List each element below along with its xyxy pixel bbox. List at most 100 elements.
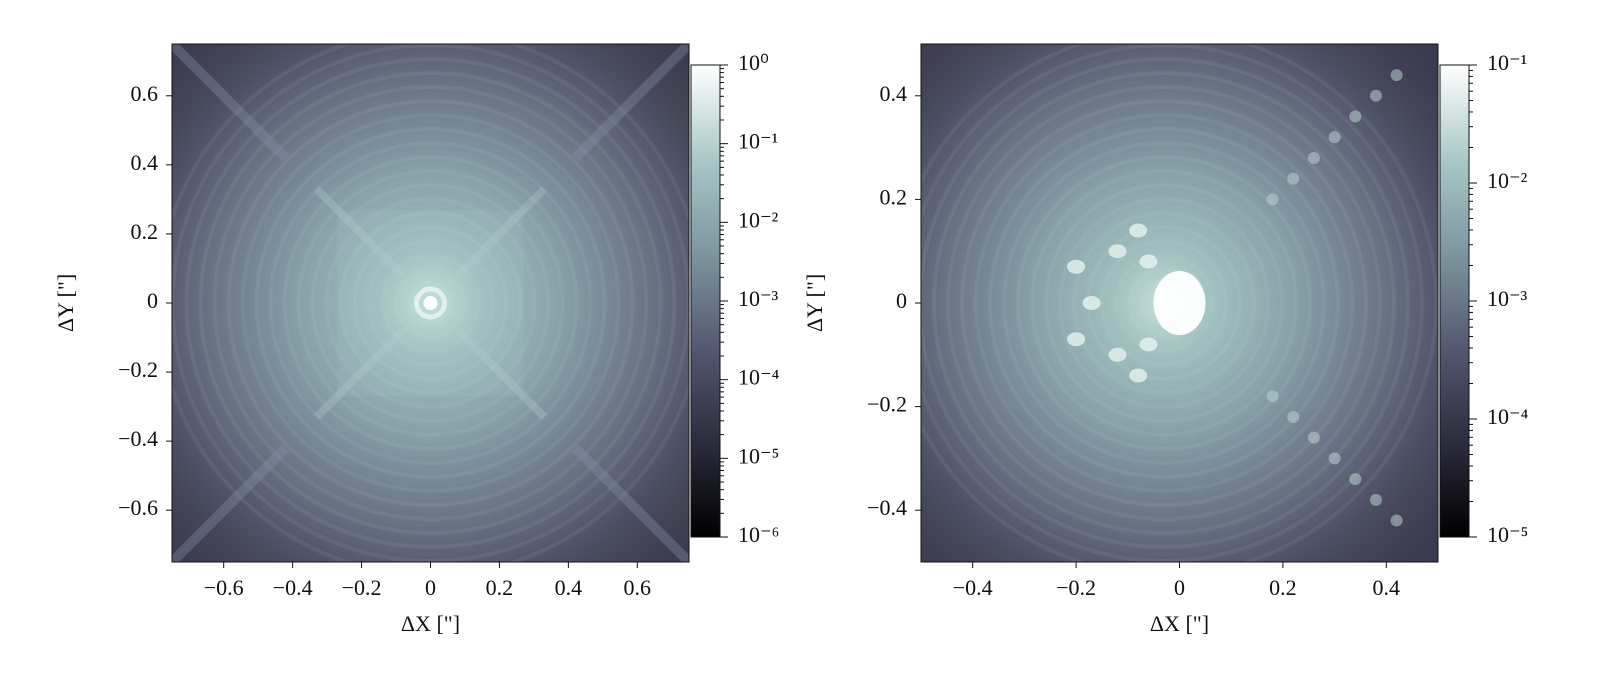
- colorbar-tick-label: 10⁰: [738, 50, 769, 75]
- ring: [1099, 239, 1228, 367]
- speckle: [1287, 172, 1300, 185]
- y-axis-label: ΔY ["]: [53, 274, 78, 332]
- spike: [455, 186, 548, 279]
- speckle: [1390, 69, 1403, 82]
- x-tick-label: 0.2: [486, 575, 514, 600]
- speckle: [1082, 296, 1101, 310]
- ring: [282, 155, 579, 451]
- speckle: [1369, 493, 1382, 506]
- ring: [198, 71, 663, 535]
- colorbar: [690, 64, 721, 538]
- ring: [945, 85, 1382, 521]
- colorbar-tick-label: 10⁻⁴: [1487, 404, 1529, 429]
- ring: [352, 225, 509, 381]
- y-tick-label: −0.2: [867, 392, 907, 417]
- ring: [921, 44, 1438, 562]
- x-tick-label: 0.4: [1373, 575, 1401, 600]
- image: [172, 44, 689, 562]
- y-tick-label: −0.2: [118, 357, 158, 382]
- ring: [212, 85, 649, 521]
- panel: −0.4 −0.2 0 0.2 0.4 −0.4 −0.2 0 0.2 0.4 ΔX ["] ΔY […: [802, 43, 1529, 636]
- core-ring: [414, 286, 447, 320]
- speckle: [1390, 514, 1403, 527]
- x-tick-label: −0.2: [1056, 575, 1096, 600]
- image: [921, 44, 1438, 562]
- y-tick-label: 0.2: [131, 219, 159, 244]
- ring: [921, 44, 1424, 562]
- spike: [313, 186, 406, 279]
- ring: [296, 169, 565, 437]
- colorbar-tick-label: 10⁻⁵: [1487, 522, 1528, 547]
- speckle: [1108, 347, 1127, 362]
- colorbar-tick-label: 10⁻¹: [1487, 50, 1527, 75]
- ring: [380, 253, 481, 353]
- speckle: [1139, 337, 1158, 352]
- speckle: [1139, 254, 1158, 269]
- spike: [571, 444, 689, 562]
- speckle: [1328, 131, 1341, 144]
- spike: [571, 44, 689, 162]
- speckle: [1287, 410, 1300, 423]
- core: [1153, 271, 1206, 335]
- ring: [931, 71, 1396, 535]
- x-tick-label: −0.4: [273, 575, 313, 600]
- y-tick-label: 0.6: [131, 81, 159, 106]
- ring: [1057, 197, 1270, 409]
- ring: [324, 197, 537, 409]
- ring: [184, 57, 677, 549]
- y-tick-label: 0.4: [880, 81, 908, 106]
- ring: [240, 113, 621, 493]
- speckle: [1349, 473, 1362, 486]
- spike: [172, 44, 290, 162]
- spike: [172, 444, 290, 562]
- colorbar-tick-label: 10⁻²: [1487, 168, 1528, 193]
- ring: [1113, 253, 1214, 353]
- speckle: [1307, 431, 1320, 444]
- ring: [254, 127, 607, 479]
- speckle: [1067, 332, 1086, 347]
- ring: [921, 57, 1410, 549]
- x-tick-label: 0: [1174, 575, 1185, 600]
- spike: [455, 327, 548, 420]
- y-tick-label: 0: [147, 288, 158, 313]
- ring: [973, 113, 1354, 493]
- colorbar: [1439, 64, 1470, 538]
- x-tick-label: 0.6: [624, 575, 652, 600]
- ring: [987, 127, 1340, 479]
- colorbar-tick-label: 10⁻²: [738, 207, 779, 232]
- y-tick-label: 0: [896, 288, 907, 313]
- speckle: [1129, 223, 1148, 238]
- speckle: [1328, 452, 1341, 465]
- ring: [1043, 183, 1284, 423]
- speckle: [1369, 89, 1382, 102]
- x-tick-label: 0.4: [555, 575, 583, 600]
- ring: [1029, 169, 1298, 437]
- ring: [959, 99, 1368, 507]
- ring: [1071, 211, 1256, 395]
- ring: [366, 239, 495, 367]
- x-tick-label: −0.2: [342, 575, 382, 600]
- x-tick-label: 0: [425, 575, 436, 600]
- speckle: [1129, 368, 1148, 383]
- ring: [268, 141, 593, 465]
- x-axis-label: ΔX ["]: [1150, 611, 1209, 636]
- ring: [310, 183, 551, 423]
- colorbar-tick-label: 10⁻⁴: [738, 365, 780, 390]
- y-tick-label: 0.2: [880, 184, 908, 209]
- speckle: [1349, 110, 1362, 123]
- colorbar-tick-label: 10⁻³: [738, 286, 779, 311]
- colorbar-tick-label: 10⁻³: [1487, 286, 1528, 311]
- ring: [408, 281, 453, 325]
- y-tick-label: −0.4: [118, 426, 158, 451]
- core: [423, 296, 438, 310]
- x-tick-label: −0.6: [204, 575, 244, 600]
- colorbar-tick-label: 10⁻⁵: [738, 443, 779, 468]
- y-axis-label: ΔY ["]: [802, 274, 827, 332]
- speckle: [1307, 151, 1320, 164]
- colorbar-tick-label: 10⁻⁶: [738, 522, 779, 547]
- y-tick-label: −0.4: [867, 495, 907, 520]
- panel: −0.6 −0.4 −0.2 0 0.2 0.4 0.6 −0.6 −0.4 −0.2 0 0.2 0.…: [53, 43, 780, 636]
- y-tick-label: 0.4: [131, 150, 159, 175]
- x-tick-label: −0.4: [953, 575, 993, 600]
